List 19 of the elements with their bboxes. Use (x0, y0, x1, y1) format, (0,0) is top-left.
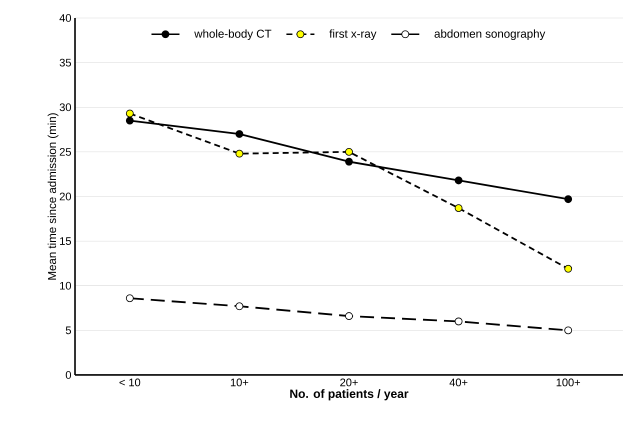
y-tick-label: 30 (60, 103, 72, 112)
y-tick-label: 35 (60, 58, 71, 67)
x-tick-label: 100+ (556, 378, 580, 386)
y-tick-label: 0 (66, 371, 72, 379)
x-tick-label: 40+ (450, 378, 468, 386)
x-axis-title: No. of patients / year (290, 389, 408, 400)
y-tick-label: 10 (60, 282, 72, 290)
x-tick-label: 10+ (230, 378, 248, 386)
y-tick-label: 15 (60, 237, 71, 245)
x-tick-label: 20+ (340, 378, 358, 386)
x-tick-label: < 10 (119, 378, 140, 386)
y-tick-label: 20 (60, 192, 72, 200)
y-tick-label: 40 (59, 14, 72, 22)
y-tick-label: 25 (60, 148, 71, 156)
y-tick-label: 5 (66, 326, 72, 334)
legend-label: whole-body CT (194, 29, 272, 40)
legend-label: first x-ray (329, 29, 376, 40)
y-axis-title: Mean time since admission (min) (48, 113, 58, 280)
legend-label: abdomen sonography (434, 29, 546, 40)
